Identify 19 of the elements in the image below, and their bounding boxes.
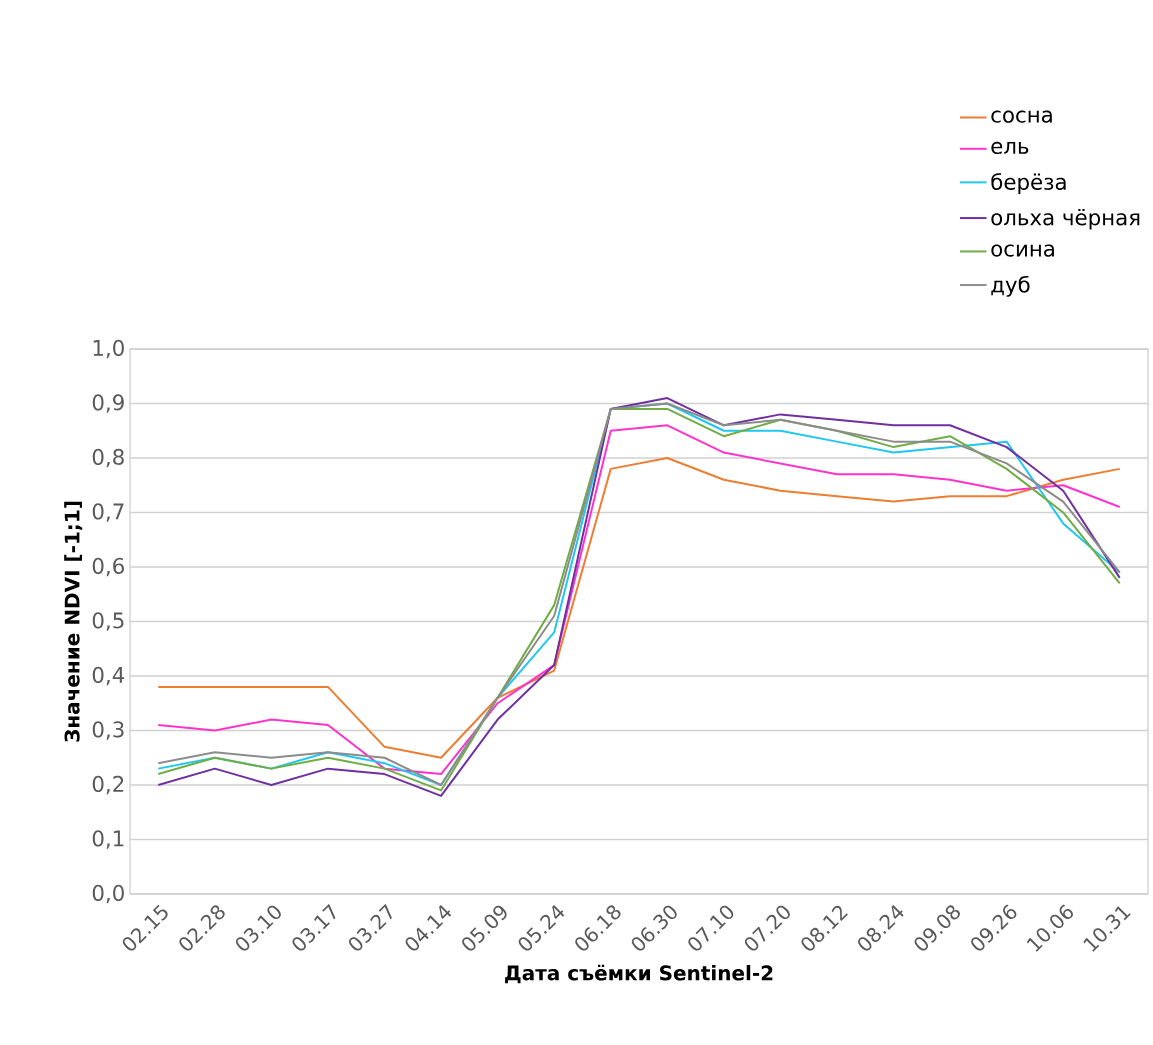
legend-label: ольха чёрная — [991, 208, 1140, 230]
y-tick-label: 0,7 — [92, 503, 124, 522]
y-axis-title: Значение NDVI [-1;1] — [64, 501, 83, 742]
legend-label: сосна — [991, 110, 1052, 123]
y-tick-label: 0,4 — [92, 666, 125, 686]
x-axis-title: Дата съёмки Sentinel-2 — [505, 964, 773, 984]
legend-label: берёза — [991, 173, 1066, 195]
y-tick-label: 0,8 — [92, 448, 124, 468]
y-tick-label: 0,9 — [92, 394, 124, 413]
y-tick-label: 0,5 — [92, 612, 124, 631]
y-tick-label: 0,1 — [92, 830, 124, 849]
legend-label: дуб — [991, 275, 1030, 297]
y-tick-label: 0,6 — [92, 557, 124, 577]
legend-label: ель — [991, 141, 1029, 155]
legend-label: осина — [991, 244, 1054, 257]
y-tick-label: 0,0 — [92, 884, 124, 904]
y-tick-label: 0,3 — [92, 721, 124, 740]
y-tick-label: 0,2 — [92, 775, 124, 795]
y-tick-label: 1,0 — [93, 339, 124, 359]
